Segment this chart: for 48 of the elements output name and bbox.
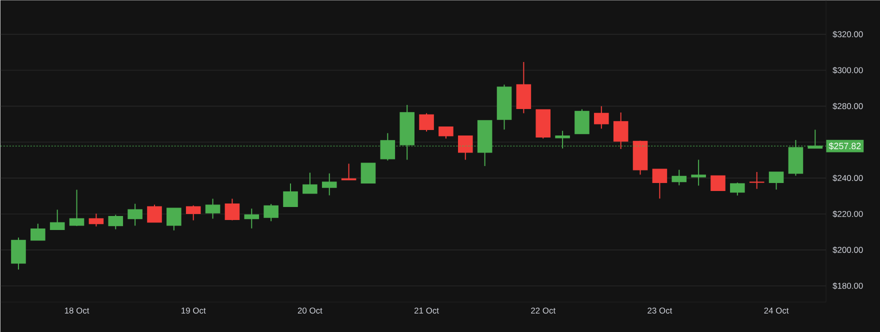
candlestick — [108, 214, 124, 230]
candlestick — [672, 169, 687, 186]
candlestick — [283, 182, 298, 208]
candlestick — [419, 112, 434, 132]
candlestick — [594, 106, 609, 130]
candlestick — [730, 182, 745, 196]
x-tick-label: 21 Oct — [414, 308, 439, 314]
candlestick — [30, 223, 46, 241]
candlestick — [186, 204, 201, 221]
x-tick-label: 22 Oct — [531, 308, 556, 314]
x-tick-label: 20 Oct — [298, 308, 322, 314]
x-tick-label: 19 Oct — [182, 308, 206, 314]
y-tick-label: $280.00 — [832, 102, 863, 110]
x-tick-label: 18 Oct — [64, 308, 90, 314]
candlestick — [652, 168, 668, 200]
candlestick — [691, 159, 706, 186]
y-tick-label: $180.00 — [832, 282, 863, 290]
candlestick — [322, 172, 337, 196]
candlestick — [749, 171, 764, 190]
candlestick — [69, 189, 84, 227]
candlestick — [438, 126, 454, 140]
candlestick — [360, 162, 376, 184]
candlestick — [166, 208, 182, 231]
y-tick-label: $300.00 — [832, 66, 863, 74]
candlestick — [302, 172, 318, 194]
candlestick — [516, 61, 532, 114]
y-tick-label: $220.00 — [832, 210, 863, 218]
candlestick — [458, 135, 473, 160]
candlestick — [224, 198, 240, 221]
candlestick — [710, 175, 726, 192]
candlestick — [264, 203, 278, 222]
candlestick — [574, 108, 590, 134]
candlestick — [341, 163, 356, 181]
candlestick — [11, 237, 26, 270]
candlestick — [128, 203, 142, 226]
candlestick — [50, 209, 65, 230]
candlestick — [88, 213, 104, 227]
ref-line-label: $257.82 — [828, 142, 861, 150]
y-tick-label: $240.00 — [832, 174, 863, 182]
candlestick — [147, 204, 162, 223]
candlestick — [244, 208, 260, 229]
candlestick — [613, 112, 628, 150]
y-tick-label: $200.00 — [832, 246, 863, 254]
y-tick-label: $320.00 — [832, 30, 863, 38]
candlestick — [768, 171, 784, 190]
x-tick-label: 24 Oct — [764, 308, 789, 314]
candlestick — [205, 198, 220, 220]
x-tick-label: 23 Oct — [648, 308, 672, 314]
